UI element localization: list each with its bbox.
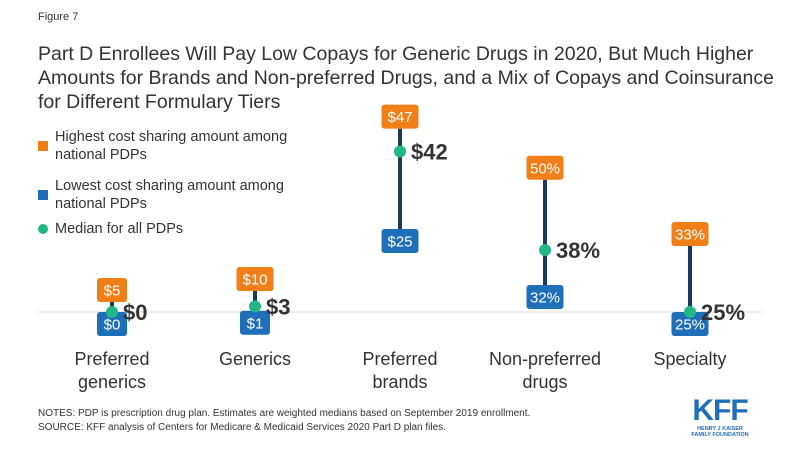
logo-subtext: HENRY J KAISER FAMILY FOUNDATION [680,426,760,438]
high-value-label: $5 [104,283,121,300]
logo-text: KFF [692,394,748,427]
category-label: Specialty [653,349,726,369]
category-label: Preferred [362,349,437,369]
low-value-box [97,312,127,336]
logo-subtext-line: FAMILY FOUNDATION [691,432,749,438]
low-value-label: 25% [675,317,705,334]
orange-square-icon [38,141,48,151]
category-label: generics [78,372,146,392]
figure-label: Figure 7 [38,11,79,23]
blue-square-icon [38,190,48,200]
category-label: Preferred [74,349,149,369]
legend-label-low: Lowest cost sharing amount among nationa… [55,178,284,212]
low-value-label: $0 [104,317,121,334]
category-label: brands [372,372,427,392]
high-value-box [526,155,564,180]
median-marker [249,300,261,313]
category-label: Non-preferred [489,349,601,369]
high-value-label: $47 [387,109,412,126]
median-marker [106,306,118,318]
green-dot-icon [38,224,48,234]
low-value-label: $25 [387,234,412,251]
high-value-box [97,278,127,302]
source-line: SOURCE: KFF analysis of Centers for Medi… [38,422,446,433]
legend-label-high: Highest cost sharing amount among nation… [55,129,288,163]
high-value-label: $10 [242,272,267,289]
low-value-box [381,229,419,253]
high-value-label: 50% [530,160,560,177]
high-value-box [381,104,419,129]
low-value-box [240,310,270,335]
median-label: 38% [556,238,600,263]
median-marker [684,306,696,318]
median-marker [539,243,551,256]
low-value-label: $1 [247,315,264,332]
median-label: 25% [701,300,745,325]
notes-line: NOTES: PDP is prescription drug plan. Es… [38,408,531,419]
logo-subtext-line: HENRY J KAISER [697,426,743,432]
notes: NOTES: PDP is prescription drug plan. Es… [38,407,530,435]
chart-title: Part D Enrollees Will Pay Low Copays for… [38,43,774,113]
kff-logo: KFF HENRY J KAISER FAMILY FOUNDATION [680,395,770,440]
category-label: drugs [522,372,567,392]
median-label: $0 [123,300,147,325]
high-value-box [671,222,709,246]
category-label: Generics [219,349,291,369]
median-marker [394,145,406,158]
high-value-label: 33% [675,227,705,244]
high-value-box [236,267,274,291]
low-value-label: 32% [530,290,560,307]
median-label: $3 [266,294,290,319]
legend-label-median: Median for all PDPs [55,221,184,237]
low-value-box [526,285,564,310]
low-value-box [671,312,709,336]
median-label: $42 [411,139,448,164]
